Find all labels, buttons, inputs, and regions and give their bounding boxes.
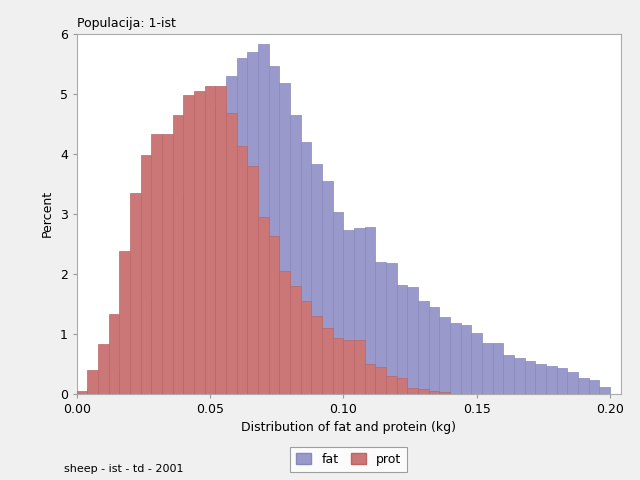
Bar (365, 228, 376, 394)
Bar (397, 378, 408, 394)
Bar (397, 285, 408, 394)
Bar (226, 75, 237, 394)
Bar (376, 367, 386, 394)
Bar (205, 86, 216, 394)
Bar (589, 380, 600, 394)
Bar (333, 212, 344, 394)
Bar (440, 317, 450, 394)
Bar (237, 58, 248, 394)
Bar (141, 155, 152, 394)
Bar (600, 387, 610, 394)
Bar (429, 307, 440, 394)
Bar (120, 371, 130, 394)
Bar (536, 364, 546, 394)
Bar (333, 338, 344, 394)
Bar (269, 66, 280, 394)
Bar (354, 340, 365, 394)
Bar (578, 378, 589, 394)
Bar (429, 391, 440, 394)
Bar (226, 113, 237, 394)
Bar (450, 323, 461, 394)
Bar (290, 115, 301, 394)
Bar (258, 216, 269, 394)
Bar (386, 376, 397, 394)
Bar (312, 164, 322, 394)
Bar (77, 392, 88, 394)
Bar (301, 300, 312, 394)
Bar (109, 314, 120, 394)
Text: sheep - ist - td - 2001: sheep - ist - td - 2001 (64, 464, 184, 474)
Bar (418, 389, 429, 394)
Bar (152, 298, 162, 394)
Bar (216, 86, 226, 394)
Bar (98, 386, 109, 394)
Bar (546, 366, 557, 394)
Bar (98, 345, 109, 394)
Bar (141, 327, 152, 394)
Bar (184, 96, 194, 394)
Bar (472, 333, 482, 394)
Bar (77, 391, 88, 394)
Bar (344, 339, 354, 394)
Bar (493, 343, 504, 394)
Bar (269, 236, 280, 394)
Bar (354, 228, 365, 394)
Bar (386, 264, 397, 394)
Bar (173, 231, 184, 394)
Bar (184, 196, 194, 394)
Bar (301, 142, 312, 394)
Text: Populacija: 1-ist: Populacija: 1-ist (77, 17, 175, 30)
Bar (88, 370, 98, 394)
Bar (194, 91, 205, 394)
Legend: fat, prot: fat, prot (290, 447, 408, 472)
Bar (461, 324, 472, 394)
Bar (322, 180, 333, 394)
Bar (237, 146, 248, 394)
Bar (525, 360, 536, 394)
Bar (173, 115, 184, 394)
Bar (365, 364, 376, 394)
Bar (130, 351, 141, 394)
Bar (514, 358, 525, 394)
Bar (88, 389, 98, 394)
Bar (152, 134, 162, 394)
Bar (248, 166, 258, 394)
Bar (322, 327, 333, 394)
Bar (205, 132, 216, 394)
Bar (290, 286, 301, 394)
Bar (280, 83, 290, 394)
Bar (376, 262, 386, 394)
Bar (258, 44, 269, 394)
Bar (162, 134, 173, 394)
Bar (440, 392, 450, 394)
Bar (130, 193, 141, 394)
Bar (248, 51, 258, 394)
Bar (344, 230, 354, 394)
Bar (482, 343, 493, 394)
Bar (280, 271, 290, 394)
Bar (408, 388, 418, 394)
Bar (504, 355, 514, 394)
Bar (162, 267, 173, 394)
Y-axis label: Percent: Percent (41, 190, 54, 237)
X-axis label: Distribution of fat and protein (kg): Distribution of fat and protein (kg) (241, 421, 456, 434)
Bar (109, 379, 120, 394)
Bar (194, 159, 205, 394)
Bar (216, 107, 226, 394)
Bar (408, 288, 418, 394)
Bar (120, 251, 130, 394)
Bar (557, 369, 568, 394)
Bar (418, 300, 429, 394)
Bar (312, 316, 322, 394)
Bar (568, 372, 578, 394)
